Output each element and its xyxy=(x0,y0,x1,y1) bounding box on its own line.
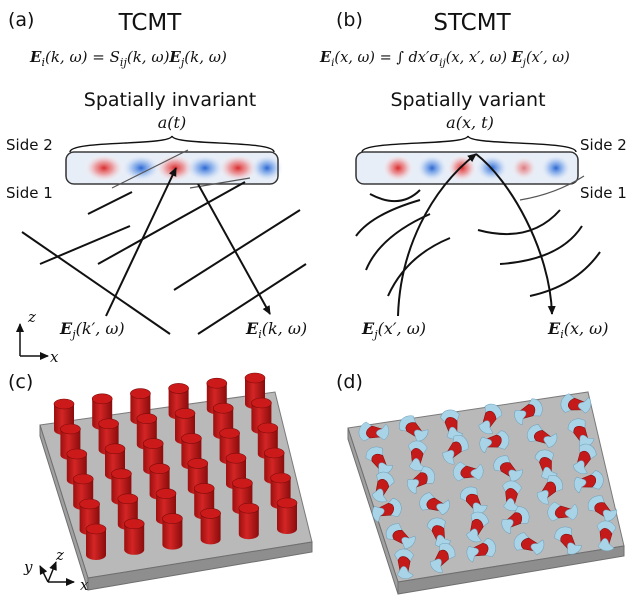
panel-a-axes: z x xyxy=(16,308,59,366)
panel-c-axis-y: y xyxy=(23,558,33,576)
panel-c-pillar-array xyxy=(53,372,298,560)
twisted-ribbon xyxy=(514,398,543,426)
panel-c-axis-x: x xyxy=(80,576,89,594)
pillar xyxy=(162,513,183,550)
panel-c-letter: (c) xyxy=(8,371,33,393)
panel-a-output-field: Ei(k, ω) xyxy=(245,319,307,341)
panel-b-wavefronts xyxy=(355,175,601,297)
twisted-ribbon xyxy=(429,543,456,573)
twisted-ribbon xyxy=(358,421,389,442)
twisted-ribbon xyxy=(372,497,402,523)
twisted-ribbon xyxy=(501,506,530,534)
panel-b-title: STCMT xyxy=(433,10,511,36)
panel-b-output-field: Ei(x, ω) xyxy=(547,319,608,341)
twisted-ribbon xyxy=(493,455,523,482)
twisted-ribbon xyxy=(587,495,618,522)
panel-a-rays xyxy=(105,167,271,317)
panel-a-side-2: Side 2 xyxy=(6,136,53,154)
twisted-ribbon xyxy=(371,471,395,503)
twisted-ribbon xyxy=(573,470,604,494)
twisted-ribbon xyxy=(554,526,582,555)
panel-a-side-1: Side 1 xyxy=(6,184,53,202)
panel-b-equation: Ei(x, ω) = ∫ dx′σij(x, x′, ω) Ej(x′, ω) xyxy=(319,49,570,69)
panel-a: (a) TCMT Ei(k, ω) = Sij(k, ω)Ej(k, ω) Sp… xyxy=(6,9,307,366)
twisted-ribbon xyxy=(478,403,503,435)
pillar xyxy=(200,508,221,545)
pillar xyxy=(85,523,107,560)
twisted-ribbon xyxy=(407,466,435,494)
twisted-ribbon xyxy=(560,393,592,414)
panel-b-input-field: Ej(x′, ω) xyxy=(361,319,426,341)
twisted-ribbon xyxy=(453,461,484,482)
panel-a-waveguide xyxy=(65,151,284,185)
panel-b-waveguide xyxy=(355,151,579,185)
panel-a-mode-amplitude: a(t) xyxy=(158,113,186,132)
pillar xyxy=(276,497,298,534)
twisted-ribbon xyxy=(572,443,597,475)
pillar xyxy=(123,518,145,555)
twisted-ribbon xyxy=(547,501,578,522)
panel-a-wavefronts xyxy=(21,149,307,335)
twisted-ribbon xyxy=(466,511,489,543)
panel-a-letter: (a) xyxy=(8,9,34,31)
panel-c-axes: y z x xyxy=(23,546,89,594)
panel-b-rays xyxy=(397,153,556,317)
panel-b-letter: (b) xyxy=(336,9,363,31)
panel-b-side-1: Side 1 xyxy=(580,184,627,202)
panel-c-axis-z: z xyxy=(55,546,64,564)
twisted-ribbon xyxy=(513,532,545,556)
panel-d-ribbon-array xyxy=(358,393,618,579)
panel-a-input-field: Ej(k′, ω) xyxy=(59,319,125,341)
panel-b-subtitle: Spatially variant xyxy=(390,89,545,111)
panel-d-letter: (d) xyxy=(336,371,363,393)
twisted-ribbon xyxy=(567,418,595,447)
twisted-ribbon xyxy=(407,440,428,471)
twisted-ribbon xyxy=(440,409,464,440)
panel-a-brace xyxy=(69,135,275,153)
panel-a-axis-x: x xyxy=(50,348,59,366)
twisted-ribbon xyxy=(365,446,394,475)
panel-b: (b) STCMT Ei(x, ω) = ∫ dx′σij(x, x′, ω) … xyxy=(319,9,627,341)
twisted-ribbon xyxy=(442,435,469,465)
panel-a-subtitle: Spatially invariant xyxy=(84,89,256,111)
twisted-ribbon xyxy=(596,520,617,551)
panel-a-title: TCMT xyxy=(118,10,183,36)
panel-a-equation: Ei(k, ω) = Sij(k, ω)Ej(k, ω) xyxy=(29,48,227,69)
twisted-ribbon xyxy=(527,424,558,448)
panel-a-axis-z: z xyxy=(27,308,36,326)
twisted-ribbon xyxy=(385,523,416,549)
twisted-ribbon xyxy=(502,480,522,511)
panel-b-mode-amplitude: a(x, t) xyxy=(446,113,494,132)
twisted-ribbon xyxy=(419,492,450,516)
panel-b-brace xyxy=(361,135,577,153)
twisted-ribbon xyxy=(479,430,510,454)
twisted-ribbon xyxy=(394,548,414,579)
panel-c: (c) y z x xyxy=(8,371,313,594)
panel-d: (d) xyxy=(336,371,625,595)
panel-b-side-2: Side 2 xyxy=(580,136,627,154)
twisted-ribbon xyxy=(399,415,429,442)
pillar xyxy=(238,502,260,540)
twisted-ribbon xyxy=(466,537,496,563)
twisted-ribbon xyxy=(536,475,563,505)
